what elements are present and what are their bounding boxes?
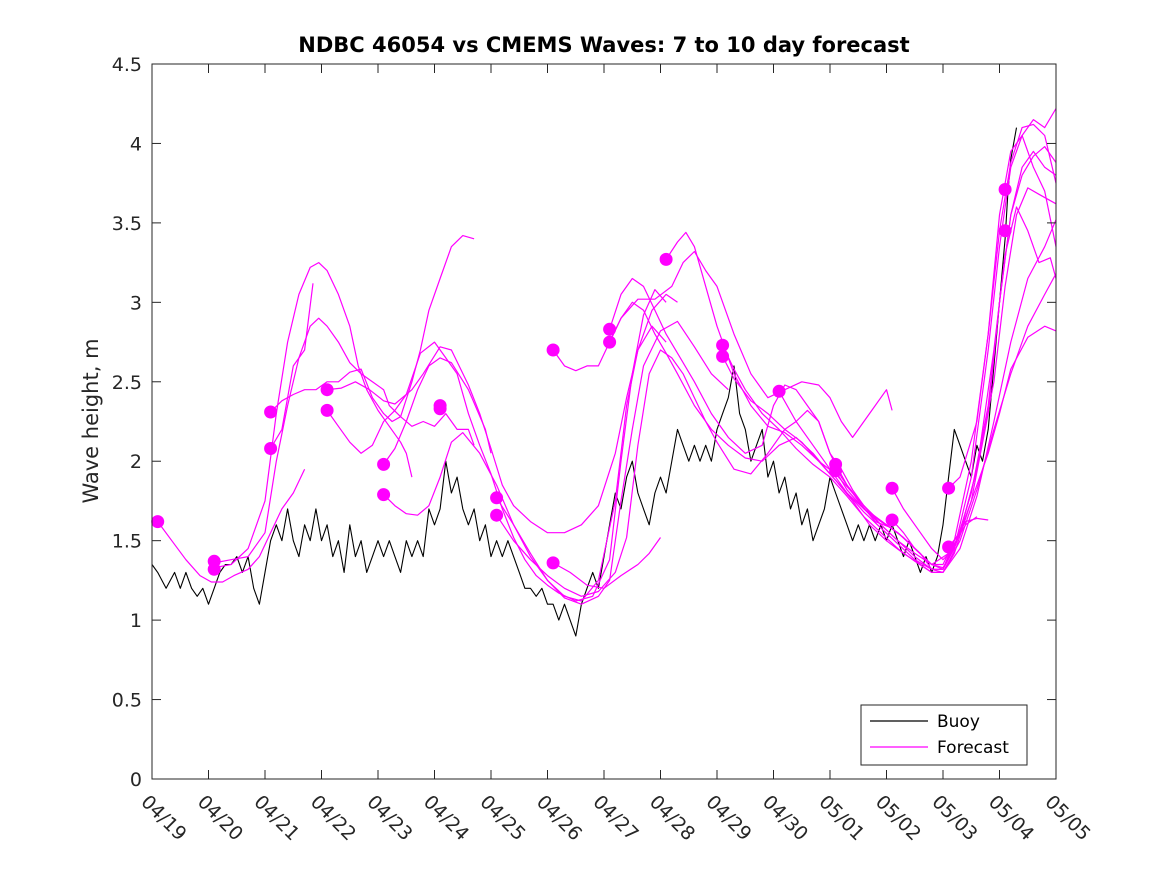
forecast-start-marker xyxy=(207,562,221,576)
legend-label: Buoy xyxy=(937,712,980,732)
forecast-start-marker xyxy=(942,481,956,495)
y-tick-label: 3 xyxy=(130,292,142,314)
chart-title: NDBC 46054 vs CMEMS Waves: 7 to 10 day f… xyxy=(298,33,909,57)
y-tick-label: 4 xyxy=(130,133,142,155)
forecast-series-line xyxy=(552,250,893,438)
forecast-start-marker xyxy=(264,405,278,419)
forecast-series-line xyxy=(552,537,661,589)
forecast-start-marker xyxy=(546,556,560,570)
forecast-start-marker xyxy=(603,335,617,349)
forecast-start-marker xyxy=(829,464,843,478)
y-tick-label: 0 xyxy=(130,769,142,791)
forecast-series-line xyxy=(383,293,678,602)
forecast-series-line xyxy=(383,357,492,465)
forecast-start-marker xyxy=(772,384,786,398)
forecast-start-marker xyxy=(603,322,617,336)
legend: Buoy Forecast xyxy=(860,704,1028,766)
forecast-start-marker xyxy=(377,457,391,471)
forecast-start-marker xyxy=(716,349,730,363)
forecast-series-line xyxy=(270,235,475,423)
forecast-start-marker xyxy=(490,491,504,505)
forecast-series-line xyxy=(157,468,306,583)
forecast-start-marker xyxy=(377,488,391,502)
forecast-series-line xyxy=(722,219,1057,573)
forecast-start-marker xyxy=(885,513,899,527)
forecast-series-line xyxy=(835,146,1057,573)
y-axis: 0 0.5 1 1.5 2 2.5 3 3.5 4 4.5 xyxy=(112,54,1056,791)
forecast-start-marker xyxy=(264,442,278,455)
forecast-start-marker xyxy=(998,183,1012,196)
y-tick-label: 2.5 xyxy=(112,372,142,394)
forecast-series-line xyxy=(270,283,314,449)
legend-label: Forecast xyxy=(937,738,1009,758)
forecast-start-marker xyxy=(320,383,334,397)
legend-box xyxy=(860,704,1028,766)
forecast-start-marker xyxy=(490,508,504,522)
forecast-series-line xyxy=(214,317,475,564)
forecast-start-marker xyxy=(998,224,1012,238)
forecast-series-line xyxy=(891,108,1057,569)
forecast-start-marker xyxy=(716,338,730,352)
y-tick-label: 3.5 xyxy=(112,213,142,235)
forecast-start-marker xyxy=(151,515,165,529)
y-tick-label: 0.5 xyxy=(112,690,142,712)
forecast-series-line xyxy=(214,262,413,569)
forecast-series-line xyxy=(722,273,1057,573)
y-tick-label: 1 xyxy=(130,610,142,632)
forecast-start-marker xyxy=(942,540,956,554)
forecast-start-marker xyxy=(320,403,334,417)
forecast-start-marker xyxy=(546,343,560,357)
y-axis-label: Wave height, m xyxy=(79,338,103,503)
marker-layer xyxy=(151,183,1012,576)
y-tick-label: 1.5 xyxy=(112,531,142,553)
y-tick-label: 2 xyxy=(130,451,142,473)
y-tick-label: 4.5 xyxy=(112,54,142,76)
forecast-series-line xyxy=(327,325,667,534)
series-layer xyxy=(151,108,1057,637)
forecast-start-marker xyxy=(885,481,899,495)
plot-area xyxy=(152,64,1056,779)
forecast-start-marker xyxy=(433,402,447,416)
forecast-start-marker xyxy=(659,252,673,266)
